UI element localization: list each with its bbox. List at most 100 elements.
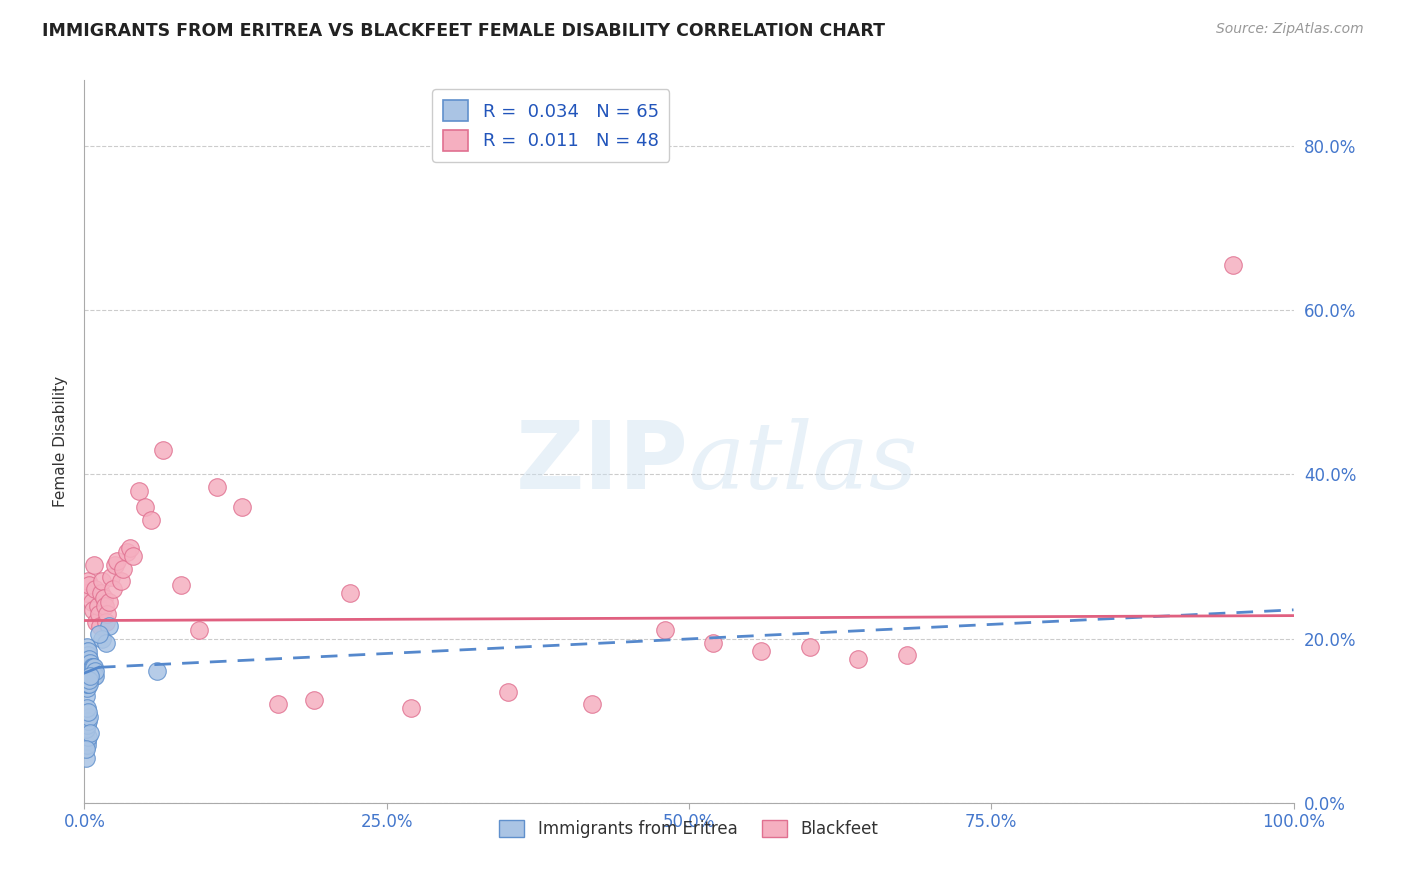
Point xyxy=(86,599,108,613)
Point xyxy=(128,483,150,498)
Text: ZIP: ZIP xyxy=(516,417,689,509)
Point xyxy=(751,644,773,658)
Point xyxy=(75,750,97,764)
Point xyxy=(139,512,162,526)
Point xyxy=(94,615,117,630)
Point xyxy=(104,558,127,572)
Point xyxy=(77,714,100,728)
Point xyxy=(77,706,100,720)
Legend: Immigrants from Eritrea, Blackfeet: Immigrants from Eritrea, Blackfeet xyxy=(492,814,886,845)
Point xyxy=(75,657,97,671)
Point xyxy=(91,632,114,646)
Point xyxy=(76,657,98,671)
Point xyxy=(77,578,100,592)
Point xyxy=(79,665,101,679)
Point xyxy=(77,673,100,687)
Point xyxy=(82,668,104,682)
Point xyxy=(77,648,100,662)
Point xyxy=(76,665,98,679)
Point xyxy=(80,668,103,682)
Point xyxy=(77,673,100,687)
Point xyxy=(86,615,108,630)
Point xyxy=(77,668,100,682)
Point xyxy=(134,500,156,515)
Point xyxy=(89,619,111,633)
Point xyxy=(76,681,98,695)
Point xyxy=(121,549,143,564)
Point xyxy=(76,673,98,687)
Point xyxy=(76,718,98,732)
Point xyxy=(77,660,100,674)
Point xyxy=(79,668,101,682)
Point xyxy=(77,574,100,588)
Point xyxy=(654,624,676,638)
Point xyxy=(103,582,125,597)
Point xyxy=(96,607,118,621)
Point xyxy=(231,500,253,515)
Point xyxy=(110,574,132,588)
Point xyxy=(82,660,104,674)
Point xyxy=(76,677,98,691)
Point xyxy=(82,603,104,617)
Point xyxy=(97,594,120,608)
Point xyxy=(80,594,103,608)
Point xyxy=(846,652,869,666)
Point xyxy=(76,648,98,662)
Point xyxy=(399,701,422,715)
Point xyxy=(75,668,97,682)
Point xyxy=(76,640,98,654)
Point xyxy=(77,709,100,723)
Point xyxy=(76,734,98,748)
Point xyxy=(207,480,229,494)
Point xyxy=(496,685,519,699)
Point xyxy=(94,636,117,650)
Point xyxy=(76,668,98,682)
Point xyxy=(84,582,107,597)
Point xyxy=(79,660,101,674)
Point xyxy=(799,640,821,654)
Point xyxy=(94,599,117,613)
Point xyxy=(97,619,120,633)
Point xyxy=(115,545,138,559)
Point xyxy=(267,698,290,712)
Point xyxy=(77,677,100,691)
Point xyxy=(83,660,105,674)
Point xyxy=(77,673,100,687)
Point xyxy=(83,668,105,682)
Point xyxy=(77,665,100,679)
Point xyxy=(77,660,100,674)
Point xyxy=(77,665,100,679)
Point xyxy=(339,586,361,600)
Point xyxy=(77,657,100,671)
Point xyxy=(1222,258,1244,272)
Point xyxy=(79,657,101,671)
Point xyxy=(77,652,100,666)
Point xyxy=(87,607,110,621)
Point xyxy=(84,668,107,682)
Point xyxy=(77,677,100,691)
Point xyxy=(120,541,142,556)
Point xyxy=(105,553,128,567)
Point xyxy=(75,652,97,666)
Point xyxy=(76,586,98,600)
Point xyxy=(77,668,100,682)
Point xyxy=(77,730,100,744)
Point xyxy=(77,652,100,666)
Point xyxy=(93,591,115,605)
Point xyxy=(77,644,100,658)
Point xyxy=(84,665,107,679)
Point xyxy=(76,644,98,658)
Point xyxy=(75,660,97,674)
Point xyxy=(75,722,97,736)
Point xyxy=(75,742,97,756)
Point xyxy=(76,660,98,674)
Point xyxy=(76,739,98,753)
Point xyxy=(79,726,101,740)
Point xyxy=(100,570,122,584)
Point xyxy=(90,586,112,600)
Text: IMMIGRANTS FROM ERITREA VS BLACKFEET FEMALE DISABILITY CORRELATION CHART: IMMIGRANTS FROM ERITREA VS BLACKFEET FEM… xyxy=(42,22,886,40)
Y-axis label: Female Disability: Female Disability xyxy=(53,376,69,508)
Text: Source: ZipAtlas.com: Source: ZipAtlas.com xyxy=(1216,22,1364,37)
Point xyxy=(76,701,98,715)
Point xyxy=(79,668,101,682)
